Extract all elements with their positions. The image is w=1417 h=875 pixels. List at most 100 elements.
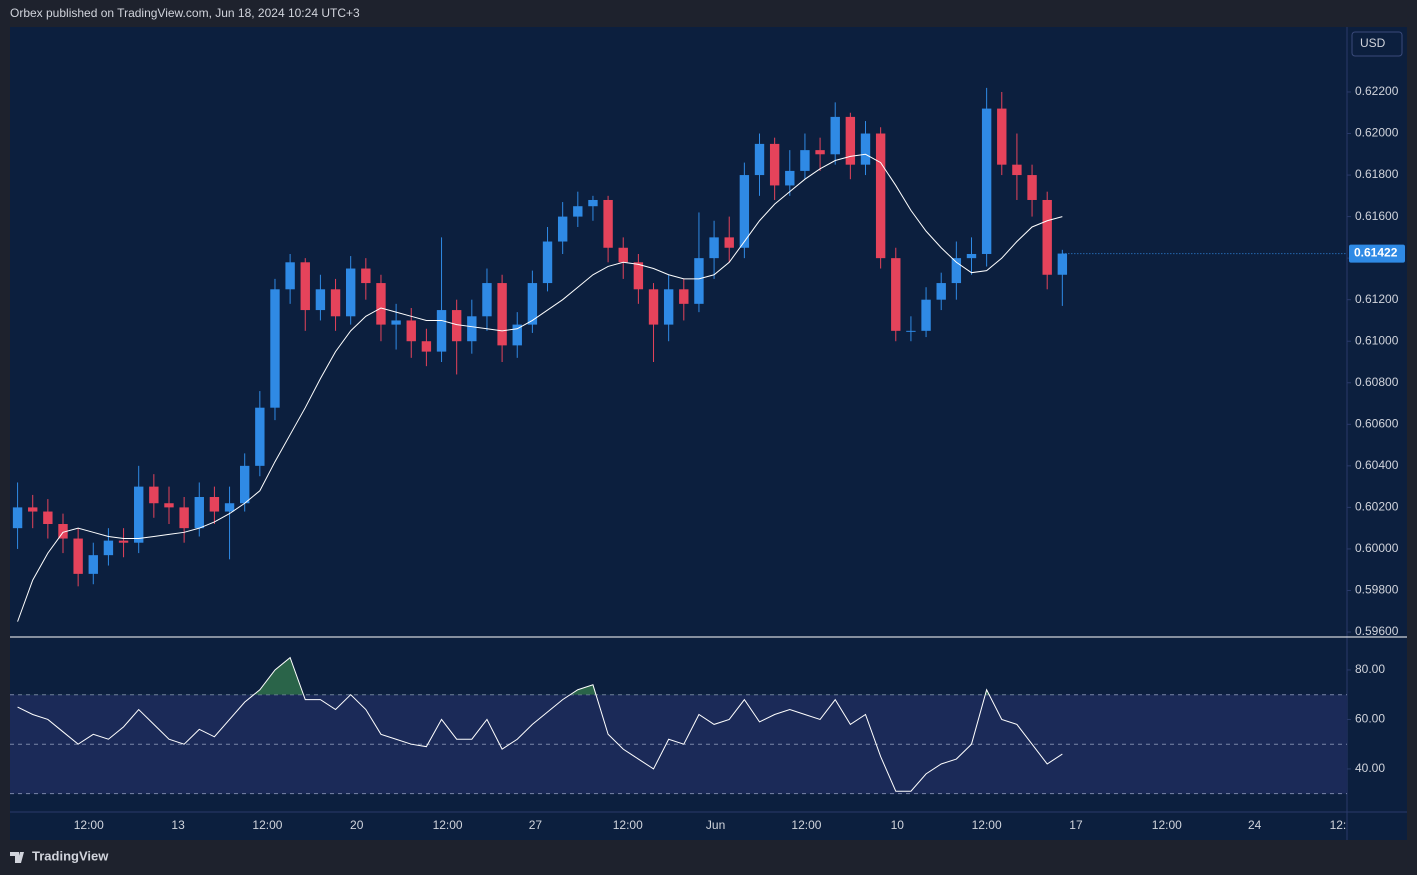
candle-body (951, 258, 962, 284)
candle-body (709, 237, 719, 259)
candle-body (12, 507, 23, 529)
candle-body (739, 175, 750, 248)
candle-body (830, 116, 840, 155)
rsi-line (17, 656, 1063, 792)
candle-body (875, 133, 886, 259)
candle-body (179, 507, 189, 529)
header: Orbex published on TradingView.com, Jun … (10, 6, 360, 20)
candle-body (103, 540, 114, 556)
candle-body (815, 150, 825, 155)
y-tick-label: 0.61800 (1355, 167, 1399, 181)
x-tick-label: 12:00 (972, 818, 1002, 832)
last-price-label: 0.61422 (1354, 246, 1398, 260)
y-tick-label: 0.60600 (1355, 416, 1399, 430)
x-tick-label: 12:00 (74, 818, 104, 832)
candle-body (345, 268, 356, 317)
y-tick-label: 0.59600 (1355, 624, 1399, 638)
logo-icon (10, 852, 24, 863)
candle-body (1057, 253, 1068, 275)
x-tick-label: 12:00 (1152, 818, 1182, 832)
y-tick-label: 0.60200 (1355, 500, 1399, 514)
candle-body (860, 133, 871, 165)
candle-body (618, 247, 628, 263)
candle-body (921, 299, 931, 331)
candle-body (164, 503, 174, 508)
candle-body (376, 283, 386, 325)
currency[interactable]: USD (1360, 36, 1386, 50)
x-tick-label: 12:00 (433, 818, 463, 832)
candle-body (134, 486, 144, 543)
y-tick-label: 80.00 (1355, 662, 1385, 676)
y-tick-label: 0.61000 (1355, 333, 1399, 347)
candle-body (330, 289, 341, 317)
y-tick-label: 0.62000 (1355, 126, 1399, 140)
candle-body (542, 241, 553, 284)
candle-body (300, 262, 310, 311)
footer-logo: TradingView (32, 848, 109, 863)
candle-body (88, 555, 98, 574)
candle-body (451, 310, 462, 342)
candle-body (1027, 175, 1037, 200)
candle-body (118, 540, 129, 543)
x-tick-label: 12:00 (791, 818, 821, 832)
candle-body (285, 262, 295, 290)
x-tick-label: 27 (529, 818, 543, 832)
candle-body (891, 258, 901, 331)
candle-body (1012, 164, 1022, 176)
currency-box[interactable] (1351, 31, 1403, 57)
candle-body (391, 320, 401, 325)
candle-body (906, 330, 916, 332)
candle-body (588, 199, 598, 207)
y-tick-label: 0.62200 (1355, 84, 1399, 98)
candle-body (28, 507, 38, 512)
y-tick-label: 0.60400 (1355, 458, 1399, 472)
candle-body (436, 310, 447, 352)
x-tick-label: 20 (350, 818, 364, 832)
candle-body (315, 289, 326, 311)
x-tick-label: 12: (1330, 818, 1347, 832)
y-tick-label: 60.00 (1355, 712, 1385, 726)
candle-body (209, 497, 220, 512)
candle-body (633, 262, 644, 290)
x-tick-label: 12:00 (252, 818, 282, 832)
candle-body (663, 289, 674, 325)
candle-body (724, 237, 734, 248)
y-tick-label: 0.61200 (1355, 292, 1399, 306)
candle-body (255, 407, 265, 466)
moving-average (17, 153, 1063, 622)
candle-body (769, 143, 780, 186)
candle-body (527, 283, 538, 325)
y-tick-label: 0.60800 (1355, 375, 1399, 389)
candle-body (694, 258, 704, 304)
y-tick-label: 0.59800 (1355, 583, 1399, 597)
candle-body (936, 283, 946, 300)
y-tick-label: 40.00 (1355, 761, 1385, 775)
candle-body (149, 486, 159, 504)
candle-body (754, 143, 765, 176)
candle-body (512, 324, 522, 346)
candle-body (981, 108, 992, 254)
candle-body (240, 465, 250, 504)
candle-body (785, 170, 795, 186)
candle-body (603, 199, 613, 248)
candle-body (73, 538, 83, 574)
candle-body (194, 497, 204, 529)
candle-body (997, 108, 1007, 165)
candle-body (224, 503, 235, 512)
candle-body (467, 316, 477, 342)
x-tick-label: Jun (706, 818, 725, 832)
last-price-box (1349, 244, 1405, 263)
candle-body (497, 283, 507, 346)
y-tick-label: 0.60000 (1355, 541, 1399, 555)
candle-body (1042, 199, 1052, 275)
candle-body (270, 289, 280, 408)
candle-body (58, 524, 68, 539)
candle-body (679, 289, 689, 304)
candle-body (406, 320, 416, 342)
y-tick-label: 0.61600 (1355, 209, 1399, 223)
x-tick-label: 13 (171, 818, 185, 832)
candle-body (557, 216, 568, 242)
candle-body (482, 283, 492, 317)
candle-body (421, 341, 432, 352)
